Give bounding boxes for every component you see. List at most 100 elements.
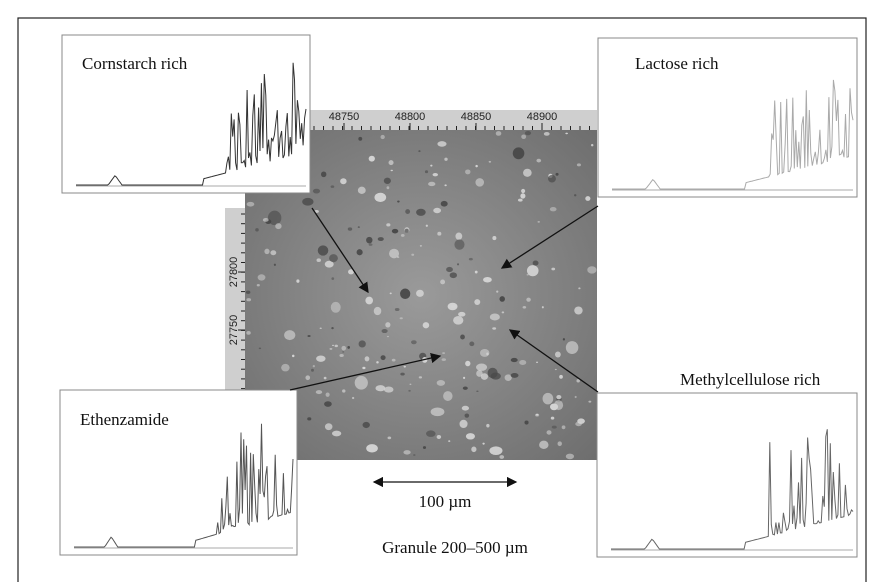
particle [317, 245, 329, 256]
particle [358, 340, 366, 348]
particle [329, 347, 333, 350]
particle [479, 349, 490, 357]
particle [476, 370, 483, 377]
particle [442, 352, 446, 355]
particle [524, 130, 532, 136]
particle [437, 141, 447, 147]
particle [316, 355, 326, 362]
x-axis-bar [310, 110, 597, 130]
particle [574, 306, 583, 315]
particle [374, 192, 387, 202]
panel-box [61, 34, 311, 194]
particle [275, 223, 282, 230]
particle [468, 257, 473, 261]
particle [462, 386, 468, 390]
particle [428, 181, 436, 187]
particle [444, 157, 448, 161]
particle [386, 223, 391, 227]
particle [426, 430, 436, 437]
particle [588, 400, 592, 403]
particle [539, 440, 549, 450]
particle [488, 160, 492, 163]
particle [499, 455, 505, 459]
particle [458, 311, 466, 317]
particle [256, 284, 260, 287]
particle [487, 367, 498, 379]
particle [391, 228, 399, 234]
particle [284, 330, 296, 341]
particle [436, 380, 446, 386]
particle [312, 188, 321, 194]
particle [565, 341, 579, 354]
particle [459, 419, 468, 429]
particle [520, 193, 526, 199]
particle [489, 313, 500, 321]
particle [400, 372, 405, 376]
particle [357, 186, 366, 195]
arrow [500, 205, 599, 269]
particle [554, 368, 557, 371]
particle [475, 164, 478, 168]
particle [340, 178, 347, 185]
particle [341, 345, 347, 351]
particle [519, 360, 527, 365]
particle [480, 373, 489, 380]
particle [416, 208, 426, 216]
particle [400, 233, 405, 237]
particle [475, 178, 485, 187]
particle [296, 279, 300, 283]
particle [471, 446, 477, 453]
particle [476, 363, 488, 371]
particle [574, 395, 577, 399]
particle [432, 173, 438, 177]
particle [422, 322, 430, 329]
particle [364, 356, 370, 362]
panel-label: Ethenzamide [80, 410, 169, 429]
particle [348, 269, 354, 275]
particle [483, 276, 492, 283]
particle [385, 322, 391, 328]
particle [331, 326, 334, 330]
particle [453, 315, 464, 325]
particle [465, 433, 475, 440]
particle [334, 344, 338, 348]
particle [517, 198, 523, 202]
particle [555, 172, 559, 176]
particle [444, 184, 447, 187]
particle [292, 354, 295, 358]
particle [565, 132, 569, 135]
particle [526, 297, 531, 302]
particle [389, 248, 400, 259]
particle [430, 407, 445, 417]
particle [330, 301, 341, 313]
particle [562, 338, 566, 341]
particle [543, 131, 550, 136]
particle [270, 250, 277, 256]
particle [551, 267, 556, 271]
particle [354, 375, 368, 390]
spectrum [74, 423, 294, 548]
spectrum-panel: Ethenzamide [59, 389, 298, 556]
particle [590, 143, 594, 147]
particle [526, 274, 529, 276]
x-tick-label: 48800 [395, 111, 426, 123]
particle [424, 170, 429, 174]
particle [486, 423, 490, 428]
particle [416, 289, 424, 297]
particle [323, 376, 327, 380]
particle [329, 254, 338, 263]
particle [366, 236, 373, 244]
particle [362, 421, 370, 429]
particle [368, 243, 373, 246]
particle [461, 405, 470, 411]
particle [347, 346, 351, 349]
particle [257, 274, 266, 281]
particle [548, 174, 556, 183]
particle [499, 296, 505, 302]
panel-label: Lactose rich [635, 54, 719, 73]
particle [469, 341, 475, 347]
particle [325, 392, 330, 397]
particle [585, 196, 591, 201]
particle [457, 263, 460, 266]
particle [565, 453, 575, 460]
